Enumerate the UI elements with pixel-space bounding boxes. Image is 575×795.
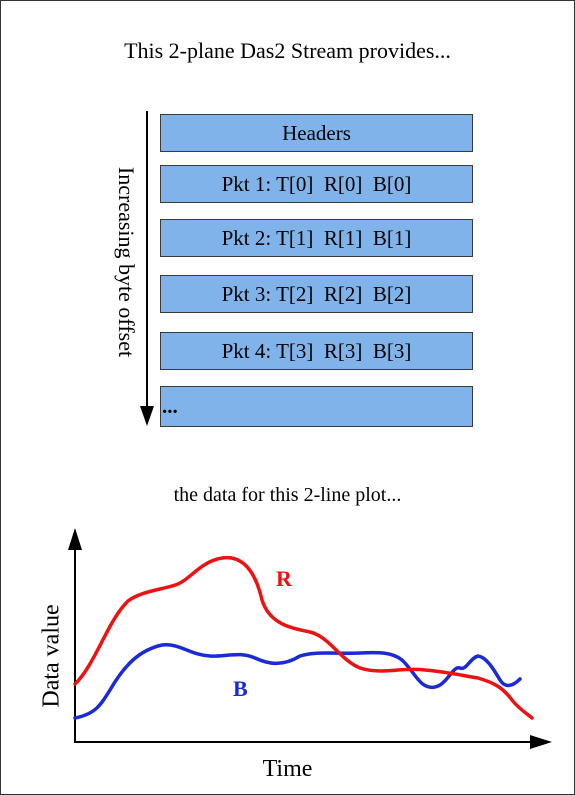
stream-more-packets-box: ... (160, 386, 473, 427)
stream-headers-box: Headers (160, 114, 473, 152)
stream-packet-1-box: Pkt 1: T[0] R[0] B[0] (160, 165, 473, 203)
x-axis-label: Time (262, 756, 313, 782)
x-axis-arrowhead (530, 735, 552, 749)
figure-title: This 2-plane Das2 Stream provides... (124, 38, 451, 63)
plot-caption: the data for this 2-line plot... (173, 484, 402, 506)
stream-packet-2-box: Pkt 2: T[1] R[1] B[1] (160, 219, 473, 257)
series-b-curve (73, 643, 522, 720)
series-b-label: B (233, 676, 248, 701)
y-axis-arrowhead (68, 528, 82, 550)
stream-packet-4-box: Pkt 4: T[3] R[3] B[3] (160, 332, 473, 370)
byte-offset-arrow (140, 111, 154, 426)
stream-packet-3-box: Pkt 3: T[2] R[2] B[2] (160, 275, 473, 313)
series-r-label: R (276, 566, 292, 591)
plot-axes (68, 528, 552, 749)
series-r-curve (73, 555, 534, 720)
